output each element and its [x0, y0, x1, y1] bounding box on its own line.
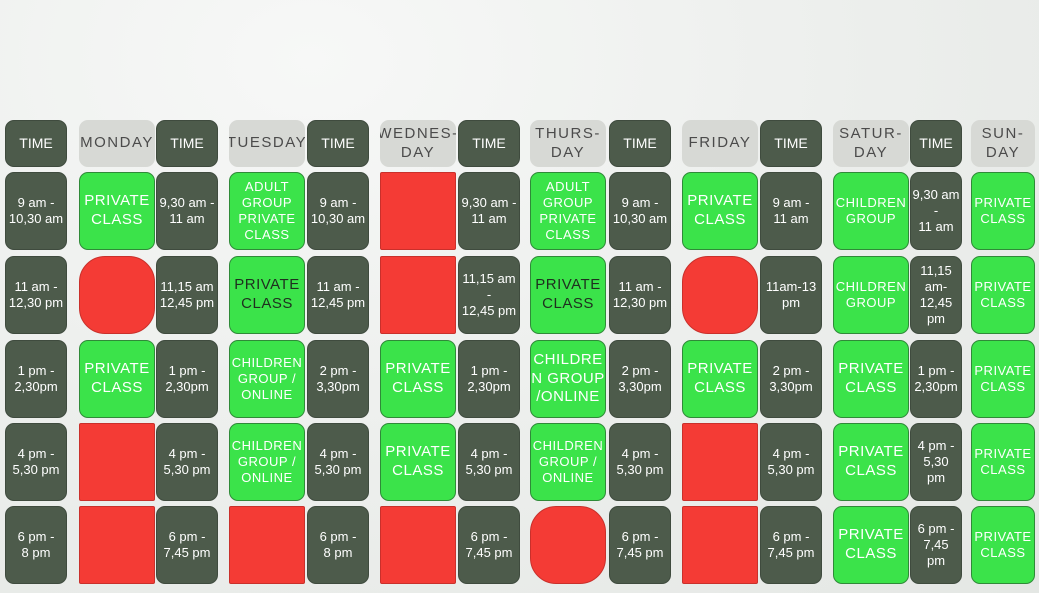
saturday-slot-class[interactable]: PRIVATE CLASS [833, 340, 909, 418]
monday-slot-booked[interactable] [79, 423, 155, 501]
time-slot: 11am-13 pm [760, 256, 822, 334]
time-slot: 4 pm - 5,30 pm [910, 423, 962, 501]
tuesday-slot-class[interactable]: PRIVATE CLASS [229, 256, 305, 334]
time-slot: 4 pm - 5,30 pm [156, 423, 218, 501]
tuesday-slot-class[interactable]: ADULT GROUP PRIVATE CLASS [229, 172, 305, 250]
wednesday-slot-booked[interactable] [380, 172, 456, 250]
time-slot: 2 pm - 3,30pm [760, 340, 822, 418]
time-slot: 9,30 am - 11 am [458, 172, 520, 250]
sunday-slot-class[interactable]: PRIVATE CLASS [971, 256, 1035, 334]
time-slot: 9 am - 10,30 am [307, 172, 369, 250]
time-slot: 1 pm - 2,30pm [910, 340, 962, 418]
time-slot: 4 pm - 5,30 pm [760, 423, 822, 501]
time-slot: 6 pm - 8 pm [5, 506, 67, 584]
sunday-slot-class[interactable]: PRIVATE CLASS [971, 506, 1035, 584]
time-slot: 4 pm - 5,30 pm [5, 423, 67, 501]
time-slot: 2 pm - 3,30pm [609, 340, 671, 418]
friday-slot-booked[interactable] [682, 256, 758, 334]
thursday-slot-class[interactable]: CHILDRE N GROUP /ONLINE [530, 340, 606, 418]
tuesday-header: TUESDAY [229, 120, 305, 167]
wednesday-slot-booked[interactable] [380, 506, 456, 584]
thursday-header: THURS- DAY [530, 120, 606, 167]
friday-slot-class[interactable]: PRIVATE CLASS [682, 340, 758, 418]
sunday-slot-class[interactable]: PRIVATE CLASS [971, 172, 1035, 250]
saturday-header: SATUR- DAY [833, 120, 909, 167]
tuesday-slot-booked[interactable] [229, 506, 305, 584]
time-slot: 11,15 am - 12,45 pm [458, 256, 520, 334]
sunday-header: SUN- DAY [971, 120, 1035, 167]
time-header: TIME [760, 120, 822, 167]
wednesday-header: WEDNES- DAY [380, 120, 456, 167]
time-slot: 11 am - 12,30 pm [609, 256, 671, 334]
time-slot: 1 pm - 2,30pm [5, 340, 67, 418]
time-header: TIME [5, 120, 67, 167]
time-header: TIME [458, 120, 520, 167]
wednesday-slot-class[interactable]: PRIVATE CLASS [380, 423, 456, 501]
wednesday-slot-class[interactable]: PRIVATE CLASS [380, 340, 456, 418]
time-header: TIME [156, 120, 218, 167]
friday-slot-booked[interactable] [682, 506, 758, 584]
time-slot: 2 pm - 3,30pm [307, 340, 369, 418]
monday-slot-class[interactable]: PRIVATE CLASS [79, 340, 155, 418]
saturday-slot-class[interactable]: PRIVATE CLASS [833, 423, 909, 501]
time-slot: 6 pm - 8 pm [307, 506, 369, 584]
time-slot: 11 am - 12,45 pm [307, 256, 369, 334]
wednesday-slot-booked[interactable] [380, 256, 456, 334]
saturday-slot-class[interactable]: CHILDREN GROUP [833, 172, 909, 250]
tuesday-slot-class[interactable]: CHILDREN GROUP / ONLINE [229, 423, 305, 501]
time-slot: 6 pm - 7,45 pm [156, 506, 218, 584]
thursday-slot-class[interactable]: PRIVATE CLASS [530, 256, 606, 334]
time-header: TIME [307, 120, 369, 167]
time-slot: 6 pm - 7,45 pm [609, 506, 671, 584]
time-slot: 11,15 am- 12,45 pm [910, 256, 962, 334]
friday-header: FRIDAY [682, 120, 758, 167]
time-slot: 9,30 am - 11 am [156, 172, 218, 250]
monday-slot-booked[interactable] [79, 256, 155, 334]
monday-header: MONDAY [79, 120, 155, 167]
time-slot: 4 pm - 5,30 pm [458, 423, 520, 501]
time-slot: 6 pm - 7,45 pm [760, 506, 822, 584]
time-header: TIME [609, 120, 671, 167]
thursday-slot-class[interactable]: ADULT GROUP PRIVATE CLASS [530, 172, 606, 250]
sunday-slot-class[interactable]: PRIVATE CLASS [971, 423, 1035, 501]
time-slot: 4 pm - 5,30 pm [609, 423, 671, 501]
time-slot: 4 pm - 5,30 pm [307, 423, 369, 501]
time-slot: 6 pm - 7,45 pm [458, 506, 520, 584]
time-header: TIME [910, 120, 962, 167]
thursday-slot-booked[interactable] [530, 506, 606, 584]
saturday-slot-class[interactable]: CHILDREN GROUP [833, 256, 909, 334]
time-slot: 1 pm - 2,30pm [156, 340, 218, 418]
time-slot: 9 am - 11 am [760, 172, 822, 250]
thursday-slot-class[interactable]: CHILDREN GROUP / ONLINE [530, 423, 606, 501]
time-slot: 9,30 am - 11 am [910, 172, 962, 250]
tuesday-slot-class[interactable]: CHILDREN GROUP / ONLINE [229, 340, 305, 418]
saturday-slot-class[interactable]: PRIVATE CLASS [833, 506, 909, 584]
time-slot: 1 pm - 2,30pm [458, 340, 520, 418]
time-slot: 9 am - 10,30 am [5, 172, 67, 250]
friday-slot-class[interactable]: PRIVATE CLASS [682, 172, 758, 250]
friday-slot-booked[interactable] [682, 423, 758, 501]
monday-slot-class[interactable]: PRIVATE CLASS [79, 172, 155, 250]
sunday-slot-class[interactable]: PRIVATE CLASS [971, 340, 1035, 418]
time-slot: 11,15 am 12,45 pm [156, 256, 218, 334]
monday-slot-booked[interactable] [79, 506, 155, 584]
time-slot: 9 am - 10,30 am [609, 172, 671, 250]
time-slot: 6 pm - 7,45 pm [910, 506, 962, 584]
time-slot: 11 am - 12,30 pm [5, 256, 67, 334]
